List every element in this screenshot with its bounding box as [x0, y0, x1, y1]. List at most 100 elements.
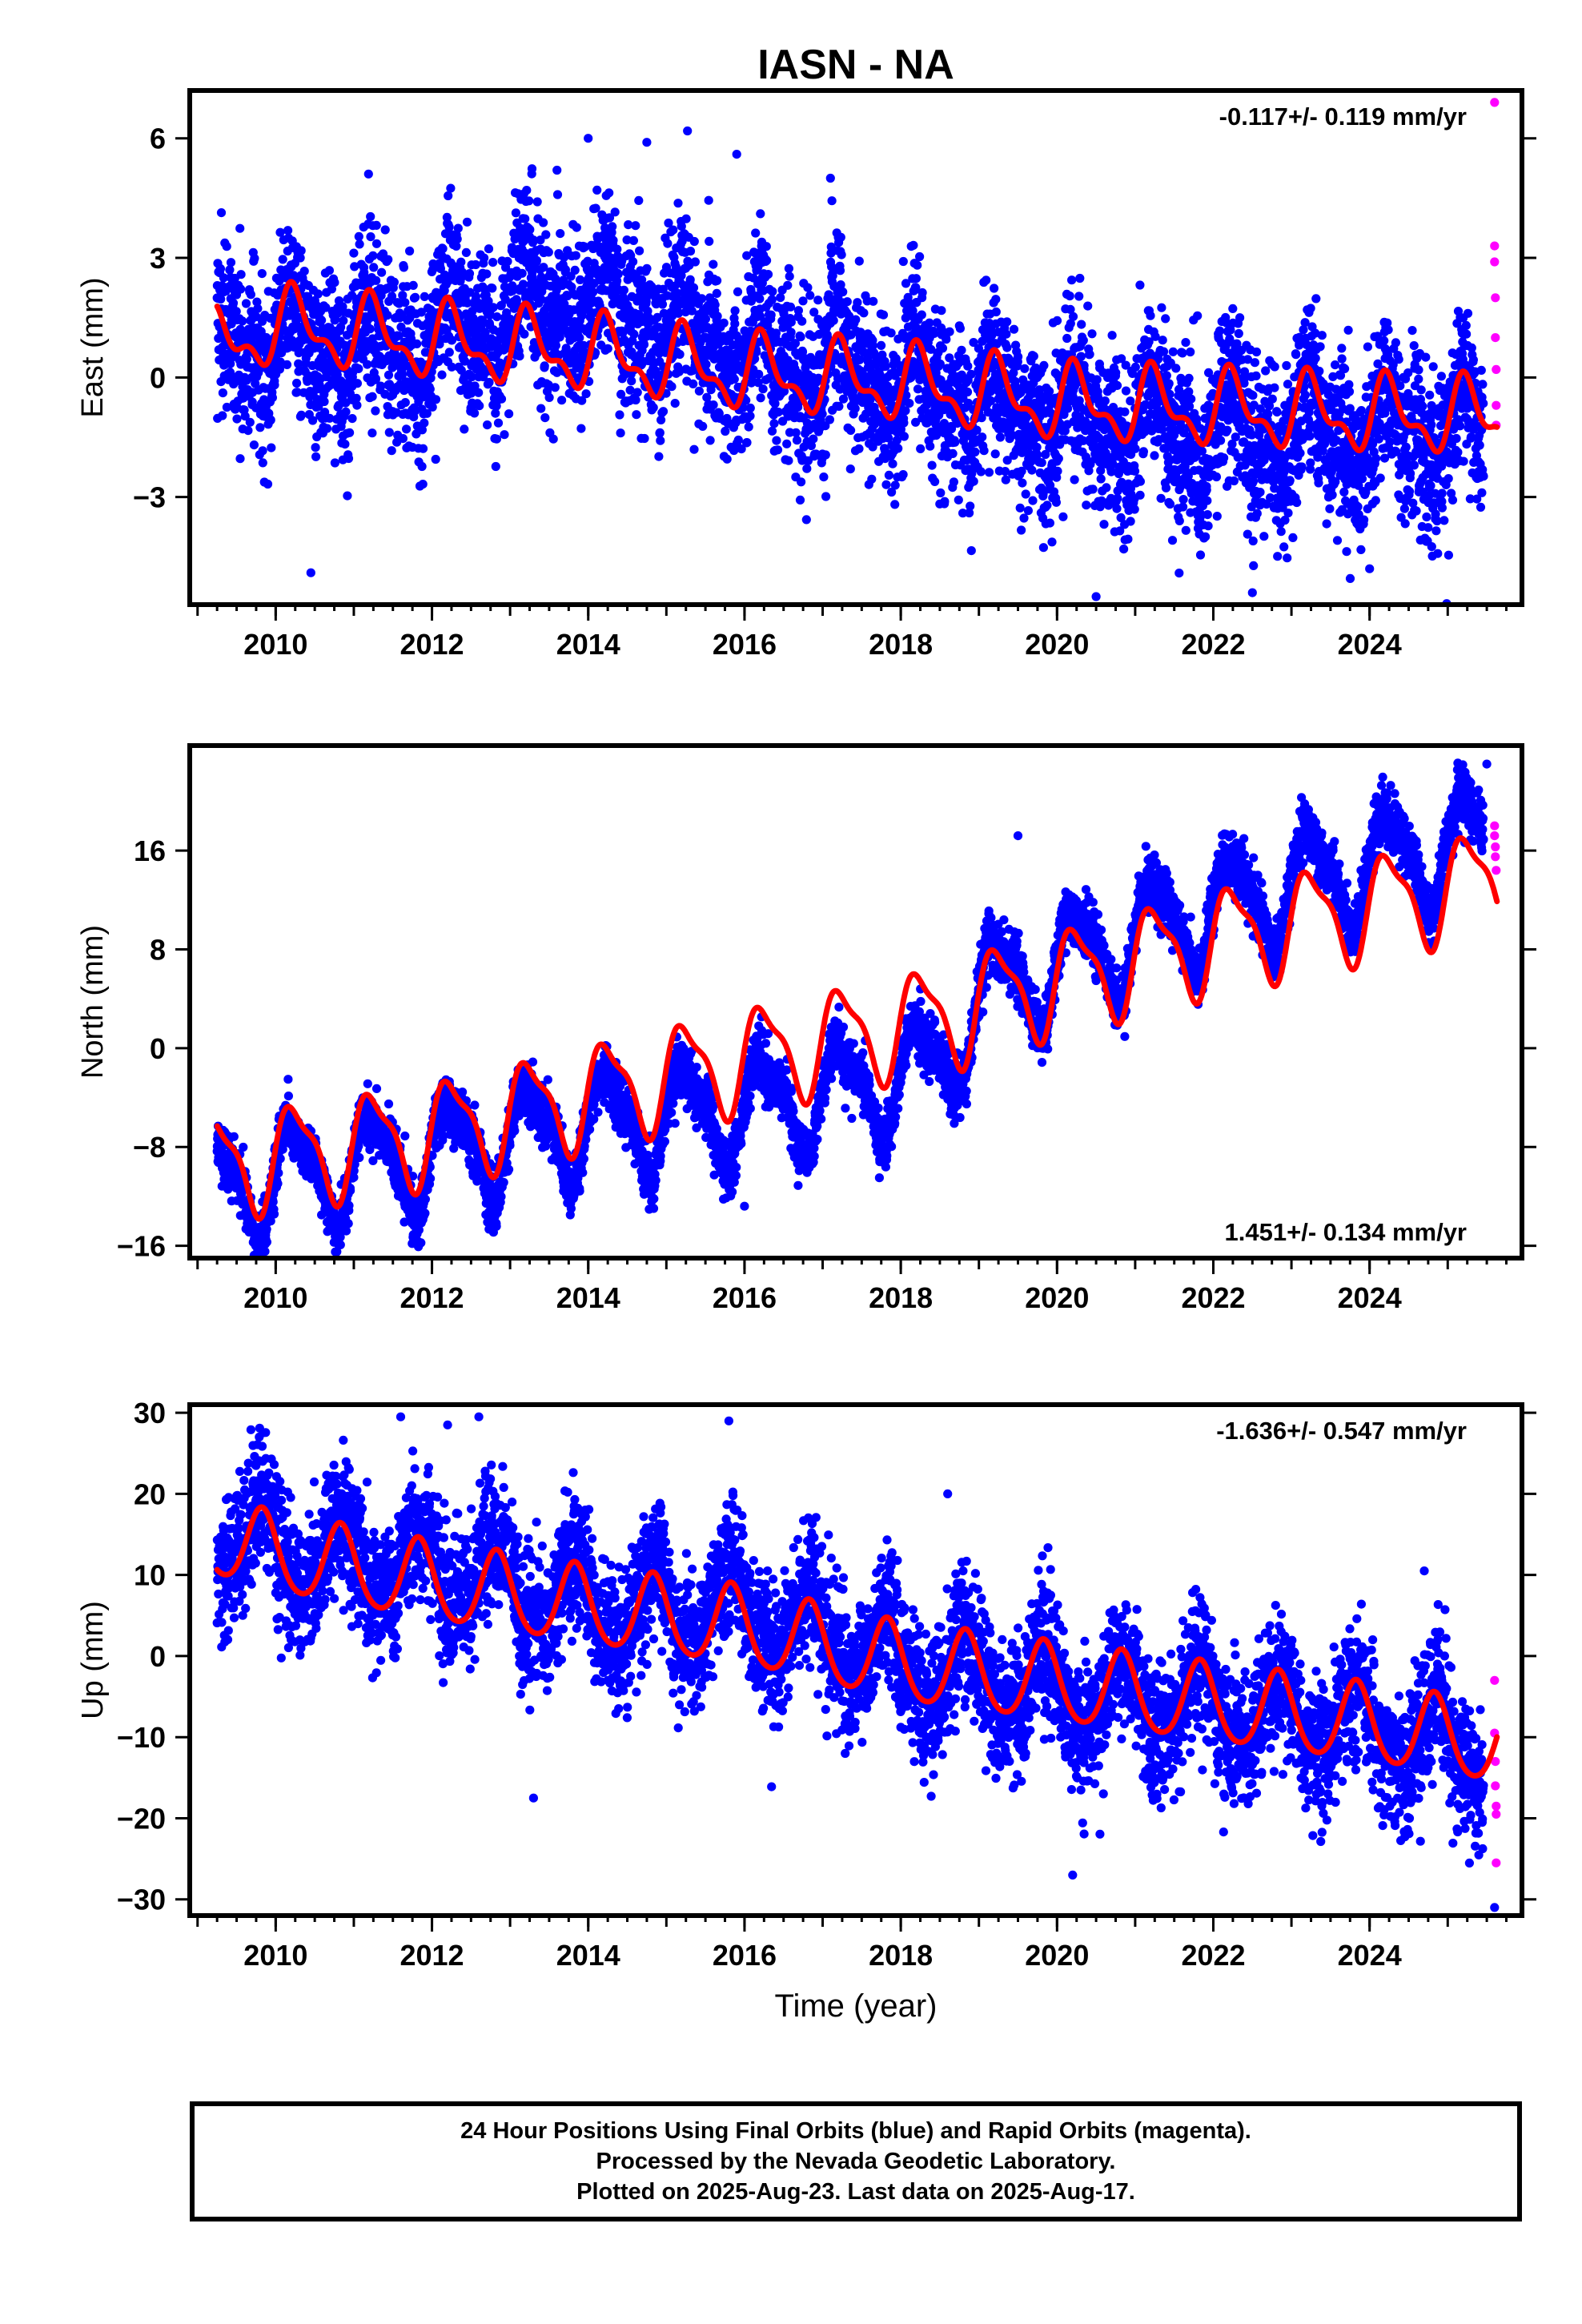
east-final-orbit-point	[783, 280, 793, 290]
east-final-orbit-point	[1157, 303, 1166, 312]
east-final-orbit-point	[471, 259, 480, 270]
east-final-orbit-point	[361, 345, 371, 356]
east-final-orbit-point	[366, 232, 375, 242]
east-final-orbit-point	[1272, 407, 1282, 417]
east-final-orbit-point	[751, 228, 761, 238]
east-final-orbit-point	[654, 452, 664, 461]
east-final-orbit-point	[1202, 485, 1211, 495]
east-final-orbit-point	[591, 203, 600, 213]
east-final-orbit-point	[493, 418, 504, 428]
east-final-orbit-point	[845, 464, 855, 474]
east-final-orbit-point	[400, 298, 410, 308]
east-final-orbit-point	[366, 211, 375, 222]
east-final-orbit-point	[821, 492, 831, 501]
east-final-orbit-point	[797, 477, 806, 487]
east-final-orbit-point	[786, 317, 796, 327]
east-final-orbit-point	[911, 274, 921, 283]
east-final-orbit-point	[347, 291, 357, 300]
east-final-orbit-point	[349, 248, 359, 258]
east-final-orbit-point	[458, 267, 468, 277]
east-final-orbit-point	[796, 332, 805, 342]
east-final-orbit-point	[742, 438, 752, 448]
east-final-orbit-point	[763, 270, 773, 279]
east-final-orbit-point	[552, 368, 562, 377]
east-final-orbit-point	[416, 308, 426, 317]
east-final-orbit-point	[548, 434, 558, 444]
east-final-orbit-point	[689, 379, 698, 388]
east-final-orbit-point	[1052, 316, 1062, 325]
east-final-orbit-point	[1018, 478, 1027, 488]
east-final-orbit-point	[1121, 386, 1131, 396]
east-final-orbit-point	[355, 239, 364, 249]
east-final-orbit-point	[484, 377, 494, 388]
east-final-orbit-point	[1263, 409, 1273, 419]
east-final-orbit-point	[504, 409, 514, 419]
east-final-orbit-point	[219, 273, 228, 283]
east-final-orbit-point	[452, 241, 461, 251]
east-final-orbit-point	[267, 393, 277, 403]
east-final-orbit-point	[632, 410, 641, 420]
east-final-orbit-point	[730, 306, 740, 316]
east-final-orbit-point	[352, 400, 362, 410]
east-final-orbit-point	[955, 324, 965, 333]
east-final-orbit-point	[683, 126, 693, 136]
east-final-orbit-point	[232, 414, 242, 424]
east-final-orbit-point	[249, 440, 259, 450]
east-final-orbit-point	[532, 255, 542, 265]
east-final-orbit-point	[819, 472, 829, 482]
east-final-orbit-point	[1067, 275, 1077, 285]
east-final-orbit-point	[371, 220, 381, 230]
east-final-orbit-point	[813, 296, 823, 305]
east-final-orbit-point	[470, 381, 480, 391]
east-final-orbit-point	[694, 386, 705, 396]
east-final-orbit-point	[398, 434, 408, 444]
east-final-orbit-point	[440, 229, 451, 239]
east-final-orbit-point	[1135, 476, 1145, 486]
east-final-orbit-point	[354, 364, 363, 373]
east-final-orbit-point	[408, 280, 418, 290]
east-final-orbit-point	[1161, 483, 1171, 493]
east-final-orbit-point	[1029, 352, 1038, 361]
east-final-orbit-point	[334, 400, 343, 410]
east-final-orbit-point	[374, 331, 383, 341]
east-final-orbit-point	[296, 246, 306, 255]
east-final-orbit-point	[1156, 493, 1166, 503]
east-final-orbit-point	[982, 275, 991, 285]
east-final-orbit-point	[801, 515, 811, 525]
east-final-orbit-point	[829, 316, 838, 325]
east-final-orbit-point	[722, 454, 732, 464]
east-final-orbit-point	[1181, 525, 1191, 535]
east-final-orbit-point	[837, 250, 846, 259]
east-final-orbit-point	[470, 408, 480, 418]
east-final-orbit-point	[1186, 394, 1196, 404]
east-final-orbit-point	[1192, 414, 1202, 424]
east-final-orbit-point	[1276, 527, 1286, 537]
east-final-orbit-point	[786, 328, 796, 337]
east-final-orbit-point	[365, 324, 375, 334]
east-final-orbit-point	[216, 294, 226, 304]
east-final-orbit-point	[825, 415, 834, 424]
east-final-orbit-point	[1065, 292, 1074, 301]
east-final-orbit-point	[761, 242, 771, 251]
east-final-orbit-point	[1126, 517, 1135, 526]
east-final-orbit-point	[500, 430, 509, 440]
east-final-orbit-point	[532, 197, 542, 207]
east-final-orbit-point	[1107, 331, 1117, 340]
east-final-orbit-point	[343, 491, 352, 501]
east-final-orbit-point	[1032, 442, 1042, 452]
east-final-orbit-point	[784, 456, 793, 465]
east-final-orbit-point	[1219, 453, 1229, 463]
east-final-orbit-point	[258, 446, 267, 456]
east-final-orbit-point	[235, 223, 245, 233]
east-final-orbit-point	[250, 254, 259, 263]
east-final-orbit-point	[491, 408, 500, 418]
east-final-orbit-point	[712, 288, 721, 298]
east-final-orbit-point	[525, 225, 535, 235]
east-final-orbit-point	[663, 239, 673, 248]
east-final-orbit-point	[878, 310, 889, 320]
east-final-orbit-point	[330, 278, 339, 287]
east-final-orbit-point	[417, 461, 427, 472]
east-final-orbit-point	[389, 277, 399, 287]
east-final-orbit-point	[1167, 536, 1178, 545]
